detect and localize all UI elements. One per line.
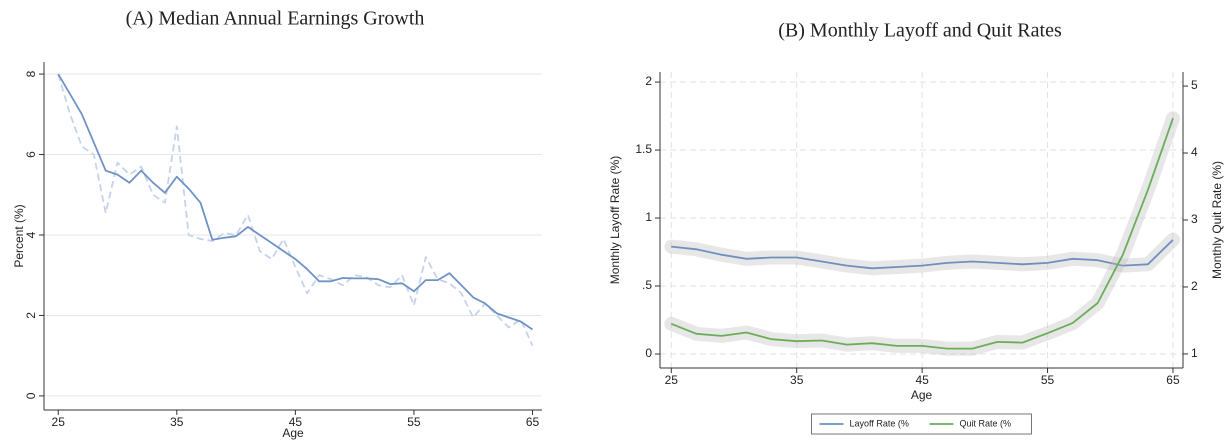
x-axis-title: Age [911,388,933,402]
x-tick-label: 55 [407,415,421,429]
chart-title: (B) Monthly Layoff and Quit Rates [778,20,1062,42]
x-tick-label: 35 [790,373,804,387]
y2-tick-label: 1 [1191,346,1198,360]
x-tick-label: 45 [289,415,303,429]
y-tick-label: 0 [24,392,38,399]
y-tick-label: 8 [24,70,38,77]
x-tick-label: 25 [52,415,66,429]
y2-tick-label: 5 [1191,78,1198,92]
y-tick-label: 2 [645,74,652,88]
x-tick-label: 65 [1166,373,1180,387]
y2-tick-label: 4 [1191,145,1198,159]
y-tick-label: 0 [645,346,652,360]
y-axis-title: Percent (%) [12,204,26,267]
y2-tick-label: 3 [1191,212,1198,226]
series-line [57,73,534,346]
y2-axis-title: Monthly Quit Rate (%) [1210,161,1224,279]
y-tick-label: 1 [645,210,652,224]
y-tick-label: 1.5 [635,142,652,156]
x-tick-label: 25 [665,373,679,387]
legend-label: Layoff Rate (% [850,418,909,428]
y2-tick-label: 2 [1191,279,1198,293]
x-tick-label: 35 [170,415,184,429]
series-line [671,239,1174,270]
y-tick-label: 4 [24,231,38,238]
y-tick-label: 2 [24,312,38,319]
x-tick-label: 45 [915,373,929,387]
y-axis-title: Monthly Layoff Rate (%) [608,156,622,285]
series-line [670,117,1174,350]
y-tick-label: 6 [24,151,38,158]
legend-box [811,413,1032,435]
legend-label: Quit Rate (% [960,418,1012,428]
x-tick-label: 65 [526,415,540,429]
x-tick-label: 55 [1041,373,1055,387]
x-axis-title: Age [282,426,304,440]
chart-title: (A) Median Annual Earnings Growth [126,8,425,30]
y-tick-label: .5 [642,278,652,292]
series-line [57,73,534,331]
